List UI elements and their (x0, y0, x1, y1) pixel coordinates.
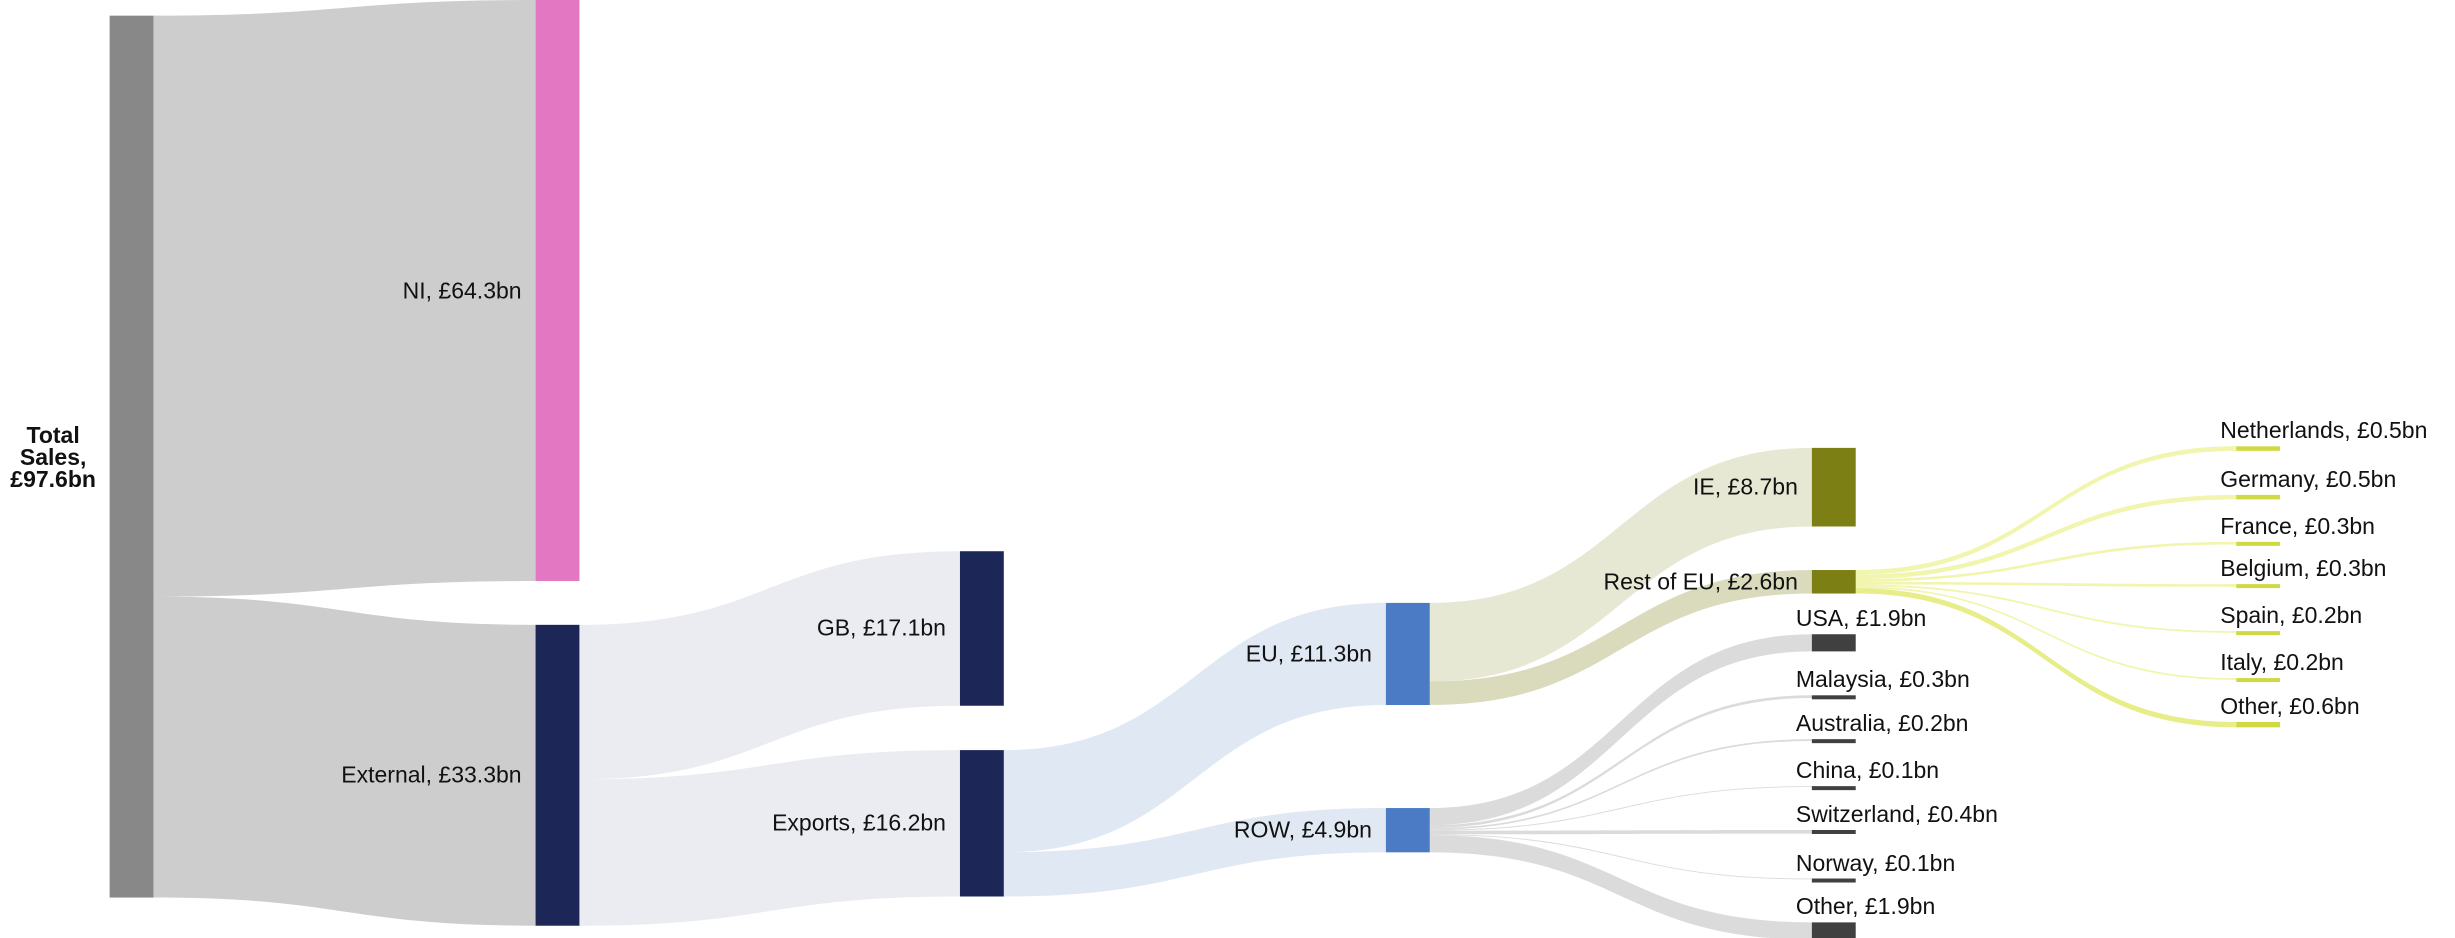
link (153, 0, 536, 597)
link (1855, 446, 2237, 575)
link (1429, 695, 1812, 828)
node-label: EU, £11.3bn (1245, 640, 1372, 667)
node (1811, 922, 1856, 938)
link (1429, 739, 1812, 830)
node (1385, 808, 1430, 853)
link (1429, 634, 1812, 826)
node (1811, 570, 1856, 594)
node-label: Exports, £16.2bn (772, 809, 946, 836)
node (2236, 631, 2281, 636)
link (1855, 588, 2237, 728)
node-label: Total Sales, £97.6bn (10, 421, 96, 492)
link (153, 596, 536, 926)
link (1429, 829, 1812, 835)
node (1811, 786, 1856, 791)
node-label: Other, £0.6bn (2220, 692, 2360, 719)
node-label: Rest of EU, £2.6bn (1603, 568, 1798, 595)
link (1429, 834, 1812, 880)
node-label: Other, £1.9bn (1795, 893, 1936, 920)
node-label: USA, £1.9bn (1795, 605, 1927, 632)
node (1811, 634, 1856, 652)
link (579, 750, 960, 926)
node-label: IE, £8.7bn (1693, 473, 1798, 500)
node (535, 0, 580, 582)
link (1855, 584, 2237, 633)
link (1855, 494, 2237, 580)
nodes (109, 0, 2281, 938)
node-label: Spain, £0.2bn (2220, 602, 2363, 629)
node-label: China, £0.1bn (1795, 757, 1940, 784)
node-label: Italy, £0.2bn (2220, 649, 2344, 676)
node (1811, 829, 1856, 834)
link (1855, 581, 2237, 587)
node-label: Germany, £0.5bn (2220, 465, 2397, 492)
node-label: Australia, £0.2bn (1795, 710, 1969, 737)
links (153, 0, 2237, 938)
node (1811, 447, 1856, 527)
node-label: External, £33.3bn (341, 761, 522, 788)
node-label: Netherlands, £0.5bn (2220, 417, 2428, 444)
node-label: NI, £64.3bn (402, 277, 522, 303)
node (535, 624, 580, 926)
node (2236, 541, 2281, 546)
link (1003, 602, 1386, 853)
node (2236, 584, 2281, 589)
node (959, 750, 1004, 897)
node (959, 551, 1004, 706)
link (1429, 835, 1812, 938)
node (2236, 678, 2281, 683)
node-label: ROW, £4.9bn (1233, 816, 1372, 843)
node (2236, 446, 2281, 451)
link (579, 551, 960, 780)
node-label: France, £0.3bn (2220, 512, 2375, 539)
node-label: Malaysia, £0.3bn (1795, 666, 1970, 693)
node-label: Switzerland, £0.4bn (1795, 800, 1998, 827)
node-label: GB, £17.1bn (816, 614, 946, 641)
node (1811, 695, 1856, 700)
link (1003, 808, 1386, 897)
link (1429, 447, 1812, 682)
node-label: Norway, £0.1bn (1795, 849, 1956, 876)
node (2236, 721, 2281, 728)
node (1385, 602, 1430, 706)
link (1429, 786, 1812, 831)
node (2236, 494, 2281, 500)
link (1429, 570, 1812, 706)
node (109, 15, 154, 898)
node (1811, 878, 1856, 883)
node (1811, 739, 1856, 744)
link (1855, 586, 2237, 680)
link (1855, 541, 2237, 582)
node-label: Belgium, £0.3bn (2220, 555, 2387, 582)
